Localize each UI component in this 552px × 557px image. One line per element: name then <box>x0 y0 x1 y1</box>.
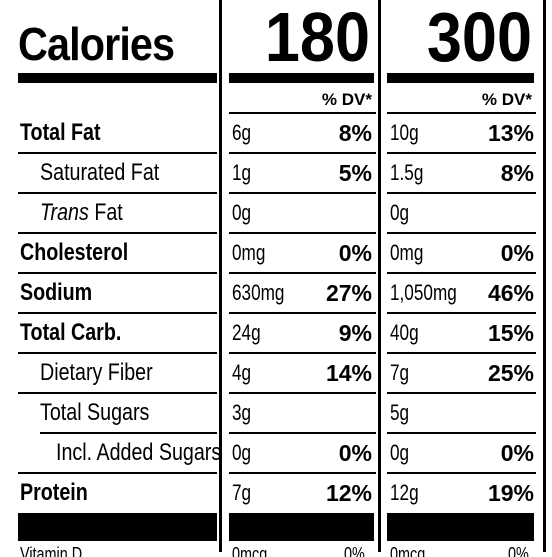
row-separator <box>387 352 536 354</box>
dv-header-serving: % DV* <box>321 90 372 109</box>
container-amount: 5g <box>390 400 410 425</box>
serving-amount: 0g <box>232 440 252 465</box>
vitamin-d-container-amount: 0mcg <box>390 544 426 557</box>
column-divider <box>543 0 546 552</box>
vitamin-d-container-dv: 0% <box>508 544 529 557</box>
container-dv: 0% <box>500 240 534 266</box>
row-separator <box>18 272 217 274</box>
nutrient-name-saturated-fat: Saturated Fat <box>40 159 160 186</box>
thick-rule <box>387 73 534 83</box>
column-divider <box>378 0 381 552</box>
container-dv: 0% <box>500 440 534 466</box>
row-separator <box>229 232 376 234</box>
row-separator <box>18 392 217 394</box>
container-amount: 40g <box>390 320 419 345</box>
nutrient-name-sodium: Sodium <box>20 279 93 306</box>
serving-dv: 27% <box>325 280 372 306</box>
row-separator <box>229 192 376 194</box>
nutrient-name-added-sugars: Incl. Added Sugars <box>56 439 222 466</box>
calories-per-container: 300 <box>426 0 532 76</box>
row-separator <box>387 392 536 394</box>
row-separator <box>387 152 536 154</box>
thick-rule <box>18 513 217 541</box>
vitamin-d-serving-amount: 0mcg <box>232 544 268 557</box>
row-separator <box>229 432 376 434</box>
thick-rule <box>387 513 534 541</box>
serving-amount: 630mg <box>232 280 285 305</box>
row-separator <box>387 232 536 234</box>
serving-amount: 0mg <box>232 240 266 265</box>
serving-dv: 0% <box>338 440 372 466</box>
trans-italic: Trans <box>40 199 89 226</box>
serving-dv: 0% <box>338 240 372 266</box>
nutrient-name-dietary-fiber: Dietary Fiber <box>40 359 153 386</box>
container-dv: 8% <box>500 160 534 186</box>
container-dv: 19% <box>487 480 534 506</box>
trans-fat-rest: Fat <box>88 199 123 226</box>
container-dv: 46% <box>487 280 534 306</box>
container-amount: 7g <box>390 360 410 385</box>
container-dv: 25% <box>487 360 534 386</box>
serving-dv: 12% <box>325 480 372 506</box>
serving-amount: 24g <box>232 320 261 345</box>
serving-amount: 1g <box>232 160 252 185</box>
container-amount: 12g <box>390 480 419 505</box>
serving-dv: 8% <box>338 120 372 146</box>
calories-per-serving: 180 <box>264 0 370 76</box>
container-amount: 10g <box>390 120 419 145</box>
serving-amount: 7g <box>232 480 252 505</box>
serving-amount: 3g <box>232 400 252 425</box>
row-separator <box>229 112 376 114</box>
row-separator <box>18 352 217 354</box>
row-separator <box>40 432 217 434</box>
thick-rule <box>18 73 217 83</box>
row-separator <box>387 112 536 114</box>
container-amount: 1.5g <box>390 160 424 185</box>
row-separator <box>18 472 217 474</box>
row-separator <box>18 192 217 194</box>
row-separator <box>18 312 217 314</box>
row-separator <box>229 272 376 274</box>
serving-dv: 5% <box>338 160 372 186</box>
row-separator <box>229 152 376 154</box>
nutrient-name-cholesterol: Cholesterol <box>20 239 129 266</box>
nutrient-name-total-fat: Total Fat <box>20 119 101 146</box>
nutrient-name-total-carb: Total Carb. <box>20 319 122 346</box>
row-separator <box>387 432 536 434</box>
row-separator <box>387 472 536 474</box>
column-divider <box>219 0 222 552</box>
row-separator <box>229 352 376 354</box>
container-dv: 13% <box>487 120 534 146</box>
nutrient-name-protein: Protein <box>20 479 88 506</box>
vitamin-d-serving-dv: 0% <box>344 544 365 557</box>
container-amount: 0mg <box>390 240 424 265</box>
thick-rule <box>229 513 374 541</box>
row-separator <box>18 152 217 154</box>
vitamin-d-label: Vitamin D <box>20 544 83 557</box>
container-amount: 0g <box>390 440 410 465</box>
calories-label: Calories <box>18 18 175 70</box>
row-separator <box>229 472 376 474</box>
container-dv: 15% <box>487 320 534 346</box>
row-separator <box>387 272 536 274</box>
serving-dv: 14% <box>325 360 372 386</box>
serving-dv: 9% <box>338 320 372 346</box>
serving-amount: 6g <box>232 120 252 145</box>
serving-amount: 4g <box>232 360 252 385</box>
nutrient-name-total-sugars: Total Sugars <box>40 399 150 426</box>
row-separator <box>18 232 217 234</box>
nutrient-name-trans-fat: Trans Fat <box>40 193 123 233</box>
thick-rule <box>229 73 374 83</box>
row-separator <box>387 192 536 194</box>
row-separator <box>229 312 376 314</box>
dv-header-container: % DV* <box>481 90 532 109</box>
serving-amount: 0g <box>232 200 252 225</box>
row-separator <box>229 392 376 394</box>
row-separator <box>387 312 536 314</box>
container-amount: 1,050mg <box>390 280 457 305</box>
container-amount: 0g <box>390 200 410 225</box>
